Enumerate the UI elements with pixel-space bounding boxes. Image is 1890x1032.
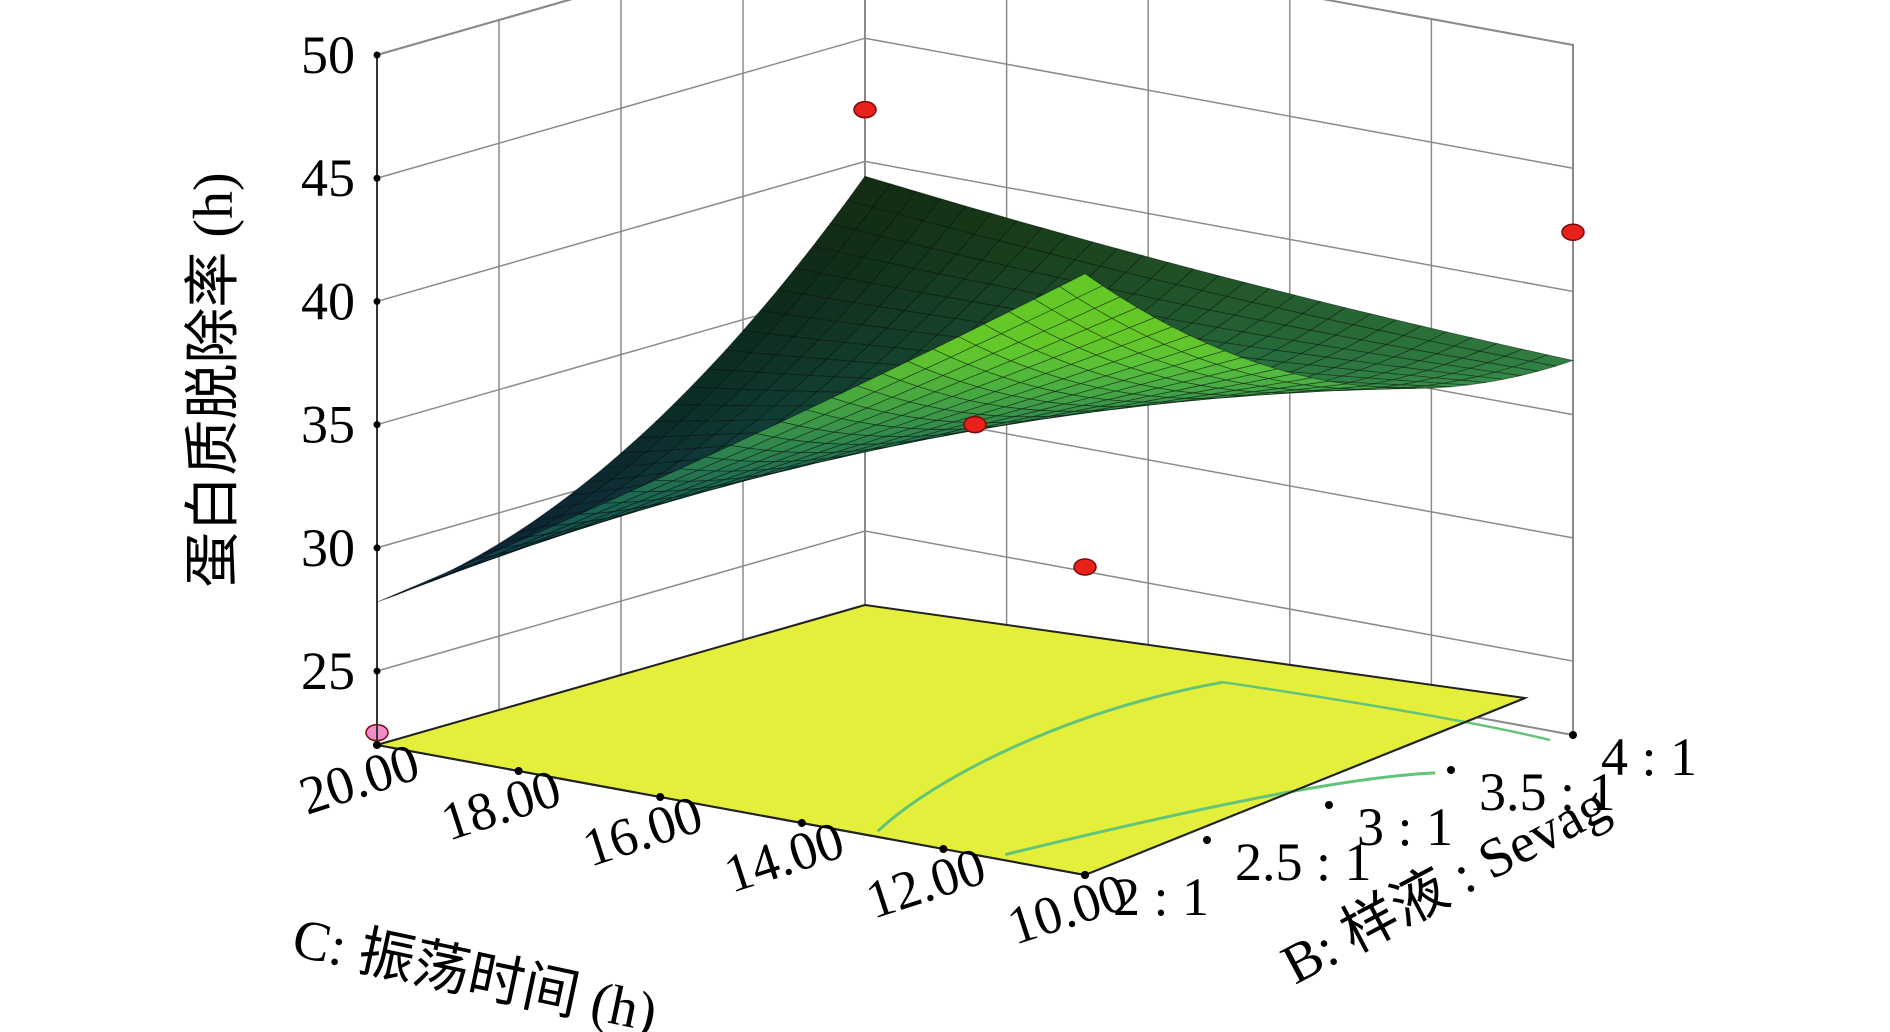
b-tick-mark [1447, 766, 1455, 774]
b-tick-mark [1325, 801, 1333, 809]
surface-cell [1058, 273, 1104, 299]
z-grid-line [376, 37, 1574, 179]
z-grid-line [376, 160, 1574, 303]
c-tick-mark [656, 793, 665, 801]
z-tick-label: 45 [301, 148, 355, 208]
c-tick-mark [514, 767, 523, 775]
z-tick-mark [373, 297, 381, 305]
x-axis-title: C: 振荡时间 (h) [287, 907, 662, 1032]
c-tick-label: 20.00 [292, 732, 426, 827]
floor-contour [1222, 680, 1551, 742]
b-tick-mark [1569, 731, 1577, 739]
z-tick-label: 25 [301, 641, 355, 701]
z-tick-label: 30 [301, 518, 355, 578]
z-tick-label: 35 [301, 395, 355, 455]
design-point [963, 415, 987, 434]
b-tick-label: 2.5 : 1 [1235, 832, 1372, 892]
z-tick-label: 40 [301, 271, 355, 331]
b-tick-label: 3.5 : 1 [1479, 762, 1616, 822]
design-point [853, 100, 877, 119]
z-grid-line [376, 530, 1574, 672]
surface-cell [427, 564, 471, 581]
b-tick-label: 3 : 1 [1357, 797, 1453, 857]
c-tick-label: 18.00 [434, 758, 568, 853]
response-surface [376, 175, 1575, 603]
floor-contour [876, 680, 1224, 833]
z-tick-mark [373, 174, 381, 182]
surface-cell [452, 554, 496, 571]
z-tick-mark [373, 667, 381, 675]
z-tick-label: 50 [301, 25, 355, 85]
z-axis-title: 蛋白质脱除率 (h) [183, 172, 245, 587]
c-tick-label: 14.00 [717, 810, 851, 905]
design-point [1561, 223, 1585, 242]
b-tick-label: 2 : 1 [1113, 867, 1209, 927]
z-tick-mark [373, 51, 381, 59]
b-axis-line [1084, 697, 1526, 876]
c-tick-mark [939, 845, 948, 853]
c-tick-label: 16.00 [575, 784, 709, 879]
surface-cell [402, 575, 446, 592]
b-tick-mark [1203, 836, 1211, 844]
z-grid-line [376, 0, 1574, 56]
c-axis-line [376, 744, 1086, 876]
b-tick-mark [1081, 871, 1089, 879]
c-tick-mark [373, 741, 381, 749]
b-tick-label: 4 : 1 [1601, 727, 1697, 787]
c-tick-mark [797, 819, 806, 827]
z-tick-mark [373, 544, 381, 552]
front-edges [376, 55, 1526, 876]
z-tick-mark [373, 421, 381, 429]
c-tick-label: 12.00 [859, 836, 993, 931]
floor-contour [1004, 771, 1436, 857]
design-point [1073, 558, 1097, 576]
